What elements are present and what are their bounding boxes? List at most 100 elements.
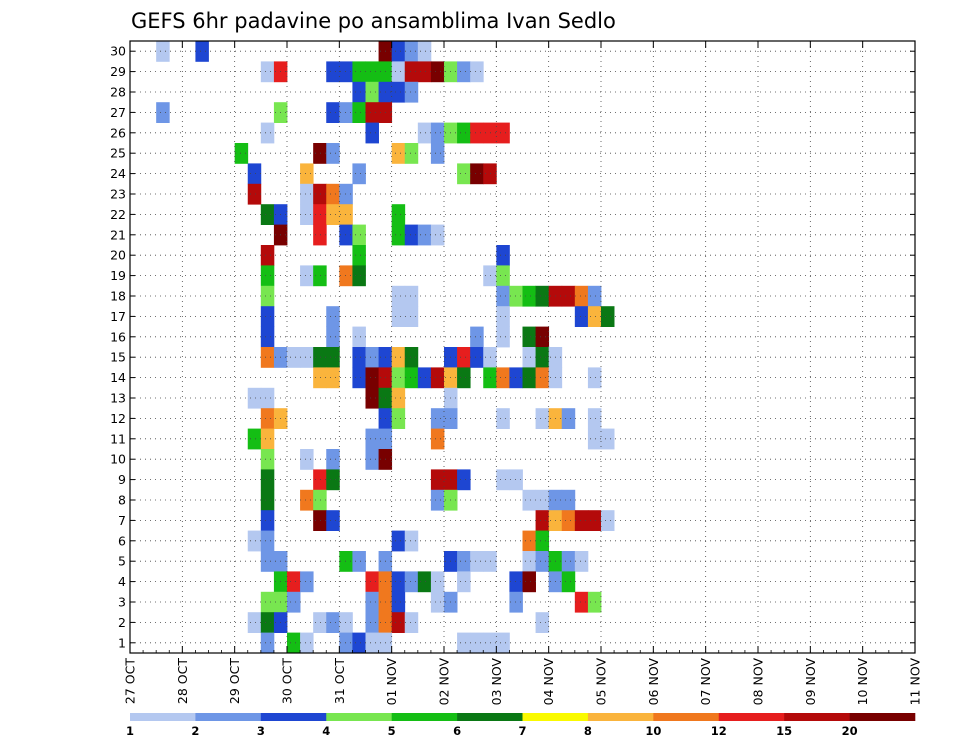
heatmap-cell [404, 571, 419, 593]
heatmap-cell [457, 61, 471, 83]
heatmap-cell [352, 367, 366, 389]
heatmap-cell [522, 285, 536, 307]
heatmap-cell [313, 265, 327, 287]
heatmap-cell [260, 285, 275, 307]
colorbar-swatch [391, 713, 458, 721]
heatmap-cell [313, 204, 327, 225]
heatmap-cell [391, 571, 406, 593]
heatmap-cell [509, 285, 523, 307]
heatmap-cell [496, 632, 510, 654]
heatmap-cell [247, 163, 262, 185]
colorbar-label: 5 [388, 724, 396, 738]
heatmap-cell [365, 387, 379, 409]
heatmap-cell [509, 591, 523, 613]
heatmap-cell [391, 41, 406, 62]
heatmap-cell [287, 347, 301, 368]
y-tick-label: 24 [110, 166, 126, 181]
heatmap-cell [483, 551, 497, 572]
y-tick-label: 15 [110, 350, 126, 365]
heatmap-cell [457, 551, 471, 572]
heatmap-cell [404, 61, 419, 83]
heatmap-cell [404, 530, 419, 552]
heatmap-cell [522, 551, 536, 572]
heatmap-cell [247, 183, 262, 205]
heatmap-cell [457, 163, 471, 185]
heatmap-cell [404, 143, 419, 164]
heatmap-cell [287, 571, 301, 593]
y-tick-label: 2 [118, 615, 126, 630]
heatmap-cell [326, 367, 340, 389]
heatmap-cell [391, 285, 406, 307]
heatmap-cell [247, 428, 262, 450]
y-tick-label: 23 [110, 187, 126, 202]
heatmap-cell [260, 428, 275, 450]
heatmap-cell [260, 408, 275, 429]
colorbar-label: 3 [257, 724, 265, 738]
y-tick-label: 11 [110, 431, 126, 446]
heatmap-cell [430, 224, 445, 246]
heatmap-cell [457, 632, 471, 654]
heatmap-cell [352, 551, 366, 572]
heatmap-cell [404, 367, 419, 389]
heatmap-cell [496, 245, 510, 266]
heatmap-cell [470, 632, 484, 654]
heatmap-cell [457, 347, 471, 368]
y-tick-label: 16 [110, 329, 126, 344]
heatmap-cell [313, 469, 327, 491]
heatmap-cell [522, 367, 536, 389]
heatmap-cell [430, 489, 445, 511]
heatmap-cell [300, 489, 314, 511]
heatmap-cell [326, 510, 340, 531]
colorbar-label: 10 [645, 724, 661, 738]
heatmap-cell [483, 163, 497, 185]
heatmap-cell [483, 122, 497, 144]
heatmap-cell [404, 81, 419, 103]
heatmap-cell [404, 41, 419, 62]
heatmap-cell [326, 143, 340, 164]
heatmap-cell [587, 428, 602, 450]
heatmap-cell [339, 61, 353, 83]
heatmap-cell [457, 469, 471, 491]
y-tick-label: 4 [118, 574, 126, 589]
heatmap-cell [417, 224, 432, 246]
colorbar-label: 2 [191, 724, 199, 738]
heatmap-cell [417, 571, 432, 593]
heatmap-cell [561, 510, 576, 531]
heatmap-cell [352, 224, 366, 246]
heatmap-cell [470, 347, 484, 368]
heatmap-cell [430, 61, 445, 83]
y-tick-label: 29 [110, 64, 126, 79]
x-axis: 27 OCT 28 OCT 29 OCT 30 OCT 31 OCT 01 NOV 02 N… [123, 41, 923, 705]
heatmap-cell [326, 347, 340, 368]
heatmap-cell [339, 551, 353, 572]
y-tick-label: 28 [110, 85, 126, 100]
heatmap-cell [339, 612, 353, 633]
heatmap-cell [260, 510, 275, 531]
heatmap-cell [404, 612, 419, 633]
heatmap-cell [391, 530, 406, 552]
heatmap-cell [470, 122, 484, 144]
heatmap-cell [561, 551, 576, 572]
heatmap-cell [260, 591, 275, 613]
heatmap-cell [509, 571, 523, 593]
x-tick-label: 02 NOV [437, 658, 452, 706]
heatmap-cell [260, 489, 275, 511]
y-tick-label: 3 [118, 595, 126, 610]
heatmap-cell [417, 122, 432, 144]
x-tick-label: 30 OCT [280, 658, 295, 704]
heatmap-cell [522, 347, 536, 368]
heatmap-cell [300, 204, 314, 225]
heatmap-cell [156, 102, 170, 123]
heatmap-cell [391, 367, 406, 389]
y-tick-label: 5 [118, 554, 126, 569]
x-tick-label: 28 OCT [175, 658, 190, 704]
colorbar-label: 7 [518, 724, 526, 738]
heatmap-cell [352, 632, 366, 654]
heatmap-cell [326, 326, 340, 348]
heatmap-cell [260, 612, 275, 633]
heatmap-cell [391, 387, 406, 409]
y-tick-label: 19 [110, 268, 126, 283]
heatmap-cell [496, 367, 510, 389]
heatmap-cell [234, 143, 249, 164]
